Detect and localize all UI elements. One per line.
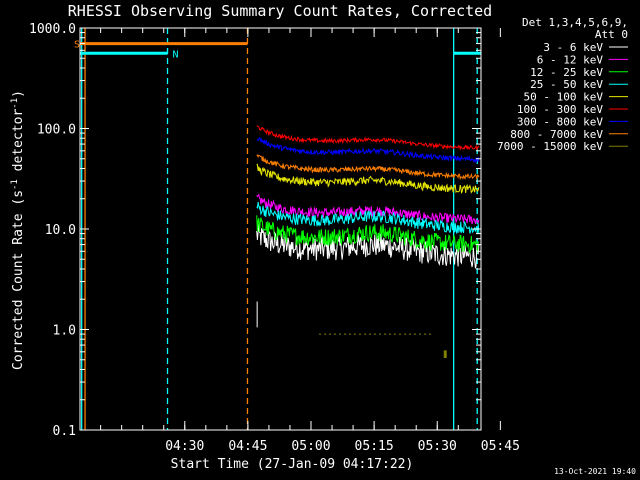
y-axis-label-mid: detector xyxy=(11,109,26,180)
series-trace-0 xyxy=(256,223,480,269)
chart-title: RHESSI Observing Summary Count Rates, Co… xyxy=(68,2,492,20)
y-axis-label-sup2: -1 xyxy=(10,98,20,109)
y-axis-label: Corrected Count Rate (s-1 detector-1) xyxy=(10,90,26,370)
series-trace-5 xyxy=(256,125,480,151)
y-tick-label-1: 1.0 xyxy=(53,324,76,339)
series-trace-3 xyxy=(256,201,480,235)
x-tick-label-2: 05:00 xyxy=(291,439,330,454)
series-trace-2 xyxy=(256,215,480,255)
timestamp: 13-Oct-2021 19:40 xyxy=(554,467,636,476)
series-trace-4 xyxy=(256,163,480,194)
x-tick-label-3: 05:15 xyxy=(355,439,394,454)
legend-label-5: 100 - 300 keV xyxy=(517,103,603,116)
x-axis-label: Start Time (27-Jan-09 04:17:22) xyxy=(171,457,414,472)
flag-label-1: N xyxy=(173,49,179,60)
x-tick-label-1: 04:45 xyxy=(228,439,267,454)
legend-label-2: 12 - 25 keV xyxy=(530,66,603,79)
plot-frame xyxy=(79,27,482,431)
y-tick-label-3: 100.0 xyxy=(37,123,76,138)
flag-label-0: S xyxy=(74,40,80,51)
legend-header-0: Det 1,3,4,5,6,9, xyxy=(522,16,628,29)
y-tick-label-2: 10.0 xyxy=(45,223,76,238)
legend-label-8: 7000 - 15000 keV xyxy=(497,140,603,153)
legend-label-1: 6 - 12 keV xyxy=(537,53,604,66)
y-axis-label-main: Corrected Count Rate (s xyxy=(11,190,26,370)
series-trace-6 xyxy=(256,136,480,164)
x-tick-label-4: 05:30 xyxy=(418,439,457,454)
legend-label-0: 3 - 6 keV xyxy=(543,41,603,54)
y-axis-label-end: ) xyxy=(11,90,26,98)
y-axis-label-sup1: -1 xyxy=(10,179,20,190)
legend-label-6: 300 - 800 keV xyxy=(517,115,603,128)
plot-area: SN xyxy=(74,28,481,430)
series-trace-1 xyxy=(256,193,480,225)
y-tick-label-4: 1000.0 xyxy=(29,22,76,37)
legend-label-3: 25 - 50 keV xyxy=(530,78,603,91)
y-tick-label-0: 0.1 xyxy=(53,424,76,439)
legend-label-7: 800 - 7000 keV xyxy=(510,128,603,141)
series-trace-7 xyxy=(256,154,480,181)
axes: 0.1 1.0 10.0 100.0 1000.0 04:30 04:45 05:00 05:1… xyxy=(29,22,520,454)
legend-label-4: 50 - 100 keV xyxy=(524,91,604,104)
x-tick-label-5: 05:45 xyxy=(481,439,520,454)
legend-header-1: Att 0 xyxy=(595,28,628,41)
x-tick-label-0: 04:30 xyxy=(165,439,204,454)
